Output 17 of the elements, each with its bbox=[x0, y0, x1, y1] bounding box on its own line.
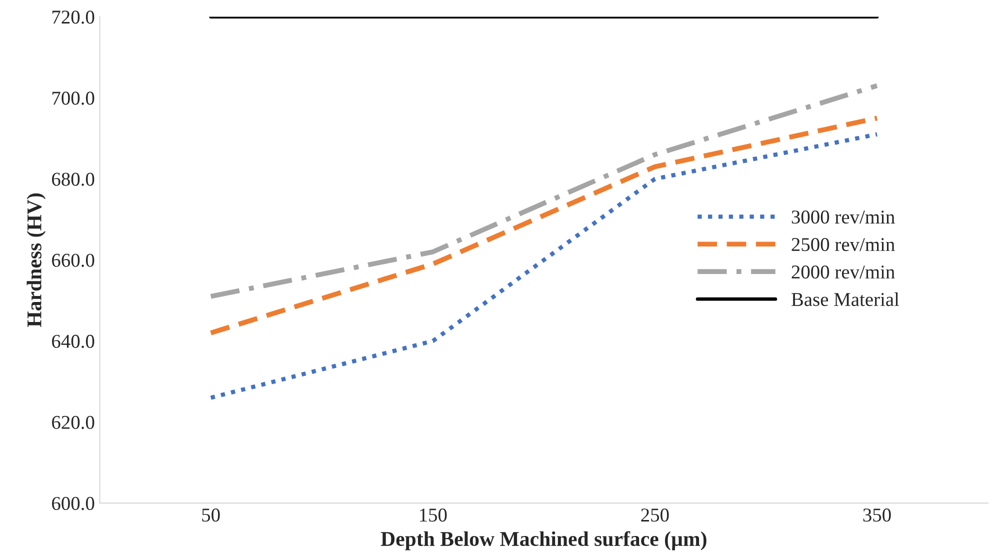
legend-label: 2500 rev/min bbox=[792, 238, 895, 252]
y-axis-title: Hardness (HV) bbox=[26, 193, 46, 327]
legend-label: 2000 rev/min bbox=[792, 265, 895, 279]
y-tick-label: 660.0 bbox=[52, 254, 94, 267]
x-tick-label: 50 bbox=[202, 508, 220, 522]
y-tick-label: 640.0 bbox=[52, 334, 94, 348]
legend-label: 3000 rev/min bbox=[792, 210, 895, 224]
y-tick-label: 620.0 bbox=[52, 416, 94, 430]
y-tick-label: 720.0 bbox=[52, 10, 94, 24]
x-tick-label: 350 bbox=[863, 508, 891, 522]
x-tick-label: 150 bbox=[420, 508, 447, 522]
y-tick-label: 700.0 bbox=[52, 92, 94, 105]
y-tick-label: 600.0 bbox=[52, 496, 94, 510]
y-tick-label: 680.0 bbox=[52, 172, 94, 186]
legend-label: Base Material bbox=[791, 292, 900, 306]
x-axis-title: Depth Below Machined surface (µm) bbox=[380, 531, 706, 550]
x-tick-label: 250 bbox=[641, 508, 669, 522]
